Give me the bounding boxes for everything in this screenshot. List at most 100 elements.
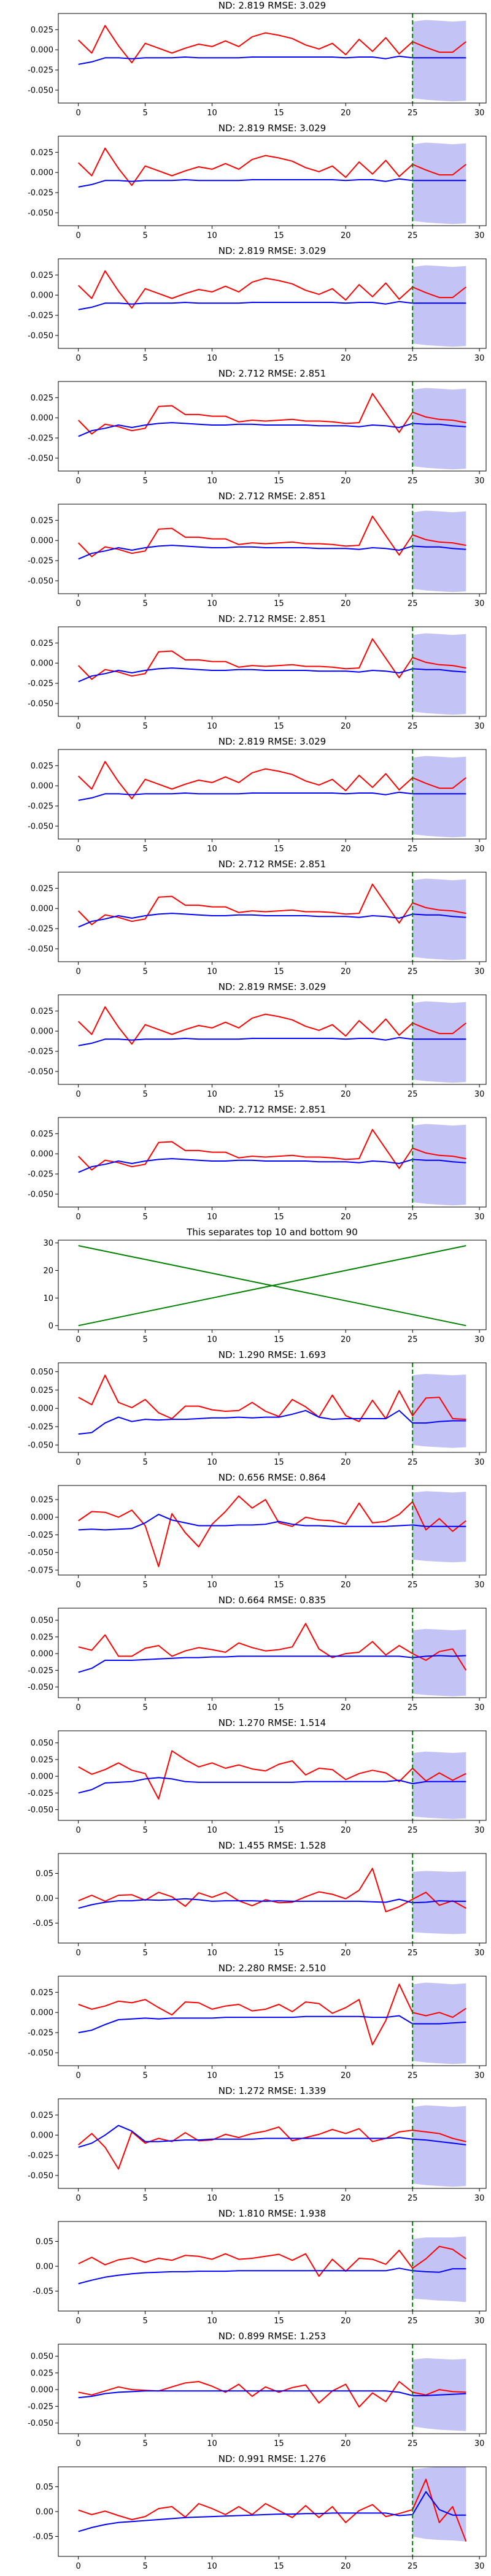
x-tick-label: 15: [274, 477, 284, 486]
y-tick-label: 0.000: [31, 2009, 53, 2018]
x-tick-label: 30: [474, 1581, 485, 1590]
chart-title: ND: 1.272 RMSE: 1.339: [218, 2085, 326, 2096]
y-tick-label: -0.050: [28, 2049, 53, 2058]
series-line-forecast: [78, 2267, 466, 2285]
chart-title: ND: 0.656 RMSE: 0.864: [218, 1472, 326, 1483]
x-tick-label: 5: [142, 354, 147, 363]
prediction-band: [412, 1374, 466, 1448]
x-tick-label: 0: [76, 1703, 81, 1712]
prediction-band: [412, 1124, 466, 1206]
subplot-13: ND: 0.656 RMSE: 0.864 0 5 10 15 20 25 30 0.025 0.…: [28, 1472, 487, 1590]
series-line-forecast: [78, 1158, 466, 1173]
x-tick-label: 20: [341, 2071, 351, 2080]
x-tick-label: 10: [207, 722, 217, 731]
x-tick-label: 30: [474, 1090, 485, 1099]
x-tick-label: 10: [207, 599, 217, 608]
series-line-forecast: [78, 2390, 466, 2399]
x-tick-label: 20: [341, 2317, 351, 2326]
x-tick-label: 25: [408, 1703, 418, 1712]
plot-frame: [58, 749, 487, 840]
x-tick-label: 15: [274, 1581, 284, 1590]
y-tick-label: 0.000: [31, 537, 53, 546]
y-tick-label: -0.025: [28, 312, 53, 321]
y-tick-label: -0.025: [28, 802, 53, 811]
y-tick-label: 0.000: [31, 905, 53, 914]
y-tick-label: -0.050: [28, 945, 53, 954]
x-tick-label: 25: [408, 477, 418, 486]
x-tick-label: 30: [474, 1458, 485, 1467]
y-tick-label: 0.050: [31, 2352, 53, 2361]
series-line-forecast: [78, 55, 466, 65]
y-tick-label: 0.025: [31, 639, 53, 648]
subplot-18: ND: 1.272 RMSE: 1.339 0 5 10 15 20 25 30 0.025 0.…: [28, 2085, 487, 2203]
y-tick-label: -0.025: [28, 1170, 53, 1179]
x-tick-label: 20: [341, 722, 351, 731]
x-tick-label: 10: [207, 1458, 217, 1467]
x-tick-label: 0: [76, 1335, 81, 1344]
x-tick-label: 5: [142, 477, 147, 486]
subplot-14: ND: 0.664 RMSE: 0.835 0 5 10 15 20 25 30 0.050 0.…: [28, 1595, 487, 1712]
y-tick-label: 0.000: [31, 1150, 53, 1159]
x-tick-label: 15: [274, 2562, 284, 2571]
y-tick-label: 0.025: [31, 762, 53, 771]
plot-frame: [58, 504, 487, 594]
x-tick-label: 20: [341, 599, 351, 608]
y-tick-label: 0: [48, 1322, 53, 1331]
x-tick-label: 20: [341, 967, 351, 976]
series-line-actual: [78, 1750, 466, 1800]
x-tick-label: 30: [474, 1335, 485, 1344]
series-line-actual: [78, 761, 466, 800]
x-tick-label: 10: [207, 2439, 217, 2448]
x-tick-label: 20: [341, 1213, 351, 1222]
prediction-band: [412, 1871, 466, 1934]
y-tick-label: -0.025: [28, 1531, 53, 1540]
x-tick-label: 15: [274, 2194, 284, 2203]
x-tick-label: 20: [341, 354, 351, 363]
x-tick-label: 20: [341, 231, 351, 240]
chart-title: ND: 0.991 RMSE: 1.276: [218, 2453, 326, 2464]
y-tick-label: 0.025: [31, 394, 53, 403]
x-tick-label: 0: [76, 354, 81, 363]
series-line-forecast: [78, 2125, 466, 2148]
x-tick-label: 20: [341, 845, 351, 854]
series-line-forecast: [78, 422, 466, 437]
chart-title: ND: 2.819 RMSE: 3.029: [218, 0, 326, 11]
plot-frame: [58, 1362, 487, 1453]
y-tick-label: -0.025: [28, 557, 53, 566]
x-tick-label: 15: [274, 1826, 284, 1835]
series-line-actual: [77, 883, 466, 926]
x-tick-label: 10: [207, 2194, 217, 2203]
y-tick-label: -0.050: [28, 86, 53, 95]
chart-title: ND: 1.455 RMSE: 1.528: [218, 1840, 326, 1851]
y-tick-label: -0.050: [28, 577, 53, 586]
x-tick-label: 30: [474, 477, 485, 486]
chart-title: ND: 0.664 RMSE: 0.835: [218, 1595, 326, 1606]
prediction-band: [412, 510, 466, 592]
chart-title: ND: 1.270 RMSE: 1.514: [218, 1717, 326, 1728]
x-tick-label: 10: [207, 1826, 217, 1835]
plot-frame: [58, 2098, 487, 2189]
x-tick-label: 30: [474, 599, 485, 608]
y-tick-label: -0.050: [28, 1683, 53, 1692]
x-tick-label: 30: [474, 2317, 485, 2326]
x-tick-label: 30: [474, 109, 485, 118]
chart-title: ND: 2.712 RMSE: 2.851: [218, 491, 326, 502]
subplot-2: ND: 2.819 RMSE: 3.029 0 5 10 15 20 25 30 0.025 0.…: [28, 123, 487, 240]
x-tick-label: 25: [408, 1335, 418, 1344]
y-tick-label: 0.025: [31, 2369, 53, 2378]
y-tick-label: 0.05: [36, 2237, 53, 2247]
y-tick-label: 20: [43, 1267, 53, 1276]
series-line-actual: [78, 1868, 466, 1912]
x-tick-label: 15: [274, 2071, 284, 2080]
series-line-forecast: [78, 1655, 466, 1673]
plot-frame: [58, 994, 487, 1085]
x-tick-label: 0: [76, 1949, 81, 1958]
x-tick-label: 30: [474, 1213, 485, 1222]
x-tick-label: 15: [274, 2317, 284, 2326]
x-tick-label: 20: [341, 2194, 351, 2203]
x-tick-label: 25: [408, 2562, 418, 2571]
x-tick-label: 25: [408, 1213, 418, 1222]
x-tick-label: 20: [341, 109, 351, 118]
x-tick-label: 25: [408, 2071, 418, 2080]
